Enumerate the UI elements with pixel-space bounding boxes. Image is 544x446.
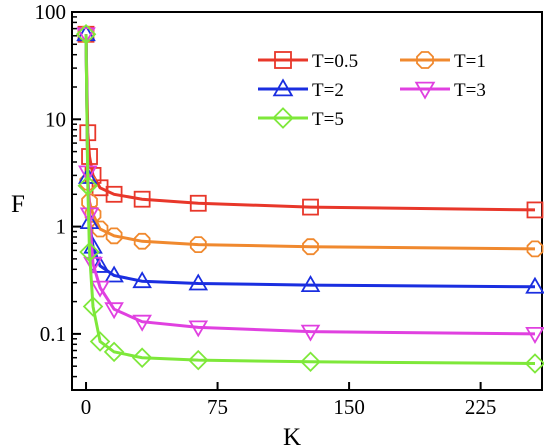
data-point-t-5	[75, 24, 97, 45]
data-point-t-3	[104, 302, 124, 320]
data-point-t-2	[300, 275, 321, 292]
legend-label-t-1: T=1	[454, 51, 486, 72]
data-point-t-3	[76, 27, 96, 45]
data-point-t-5	[89, 331, 111, 352]
data-point-t-1	[133, 232, 151, 250]
legend-label-t-2: T=2	[312, 80, 344, 101]
y-axis-label: F	[11, 191, 25, 218]
data-point-t-2	[90, 255, 110, 273]
series-layer	[75, 24, 544, 374]
data-point-t-3	[132, 314, 152, 332]
data-point-t-3	[300, 324, 321, 342]
data-point-t-3	[188, 320, 209, 338]
data-point-t-2	[525, 276, 544, 294]
data-point-t-1	[91, 220, 109, 238]
data-point-t-1	[302, 238, 319, 256]
data-point-t-5	[77, 175, 99, 197]
data-point-t-5	[524, 353, 544, 374]
data-point-t-5	[131, 347, 153, 368]
data-point-t-0-5	[302, 198, 319, 216]
legend-item-t-3: T=3	[400, 80, 486, 101]
data-point-t-2	[104, 265, 124, 283]
x-tick-label: 150	[333, 395, 365, 419]
legend-marker-t-3	[414, 81, 436, 100]
data-point-t-5	[82, 296, 104, 317]
legend-item-t-1: T=1	[400, 51, 486, 72]
data-point-t-5	[300, 351, 321, 373]
y-tick-label: 10	[45, 107, 66, 131]
data-point-t-5	[79, 241, 100, 263]
data-point-t-5	[103, 341, 125, 363]
legend-item-t-0-5: T=0.5	[258, 51, 358, 72]
legend-label-t-5: T=5	[312, 109, 344, 130]
data-point-t-0-5	[81, 148, 98, 165]
series-t-5	[75, 24, 544, 374]
y-tick-label: 1	[56, 215, 67, 239]
legend-marker-t-5	[272, 107, 294, 129]
data-point-t-1	[189, 236, 207, 254]
data-point-t-3	[525, 326, 544, 344]
legend-label-t-0-5: T=0.5	[312, 51, 358, 72]
x-tick-label: 0	[81, 395, 92, 419]
data-point-t-2	[188, 273, 209, 291]
x-tick-label: 225	[465, 395, 497, 419]
legend-marker-t-0-5	[274, 51, 292, 69]
series-line-t-5	[84, 34, 536, 365]
legend-item-t-2: T=2	[258, 78, 344, 101]
data-point-t-0-5	[189, 194, 207, 212]
legend-marker-t-1	[416, 51, 434, 69]
data-point-t-0-5	[133, 190, 151, 208]
data-point-t-1	[526, 240, 544, 258]
data-point-t-0-5	[105, 185, 123, 203]
series-t-3	[76, 27, 544, 344]
legend-marker-t-2	[272, 78, 294, 97]
legend: T=0.5 T=1 T=2 T=3 T=5	[258, 51, 486, 130]
data-point-t-0-5	[526, 201, 544, 219]
legend-item-t-5: T=5	[258, 107, 344, 130]
legend-label-t-3: T=3	[454, 80, 486, 101]
plot-frame	[71, 11, 543, 391]
x-tick-label: 75	[207, 395, 228, 419]
y-tick-label: 0.1	[40, 322, 66, 346]
data-point-t-2	[132, 271, 152, 289]
x-axis-label: K	[283, 424, 301, 446]
data-point-t-3	[90, 280, 110, 298]
y-tick-label: 100	[35, 0, 67, 24]
data-point-t-5	[187, 349, 209, 371]
axis-ticks: 0 75 150 225 0.1 1 10 100	[35, 0, 497, 419]
data-point-t-1	[105, 227, 123, 245]
